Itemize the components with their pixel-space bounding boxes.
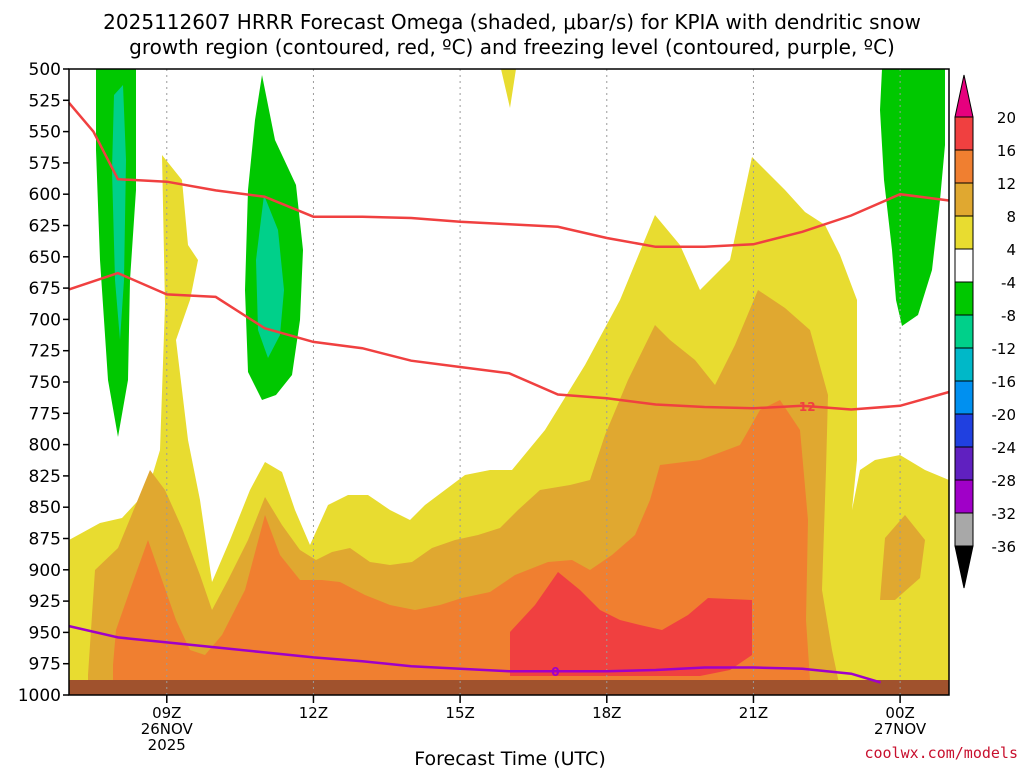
- colorbar-swatch: [954, 479, 974, 514]
- contour-label-dgz: 12: [799, 400, 816, 414]
- colorbar-swatch: [954, 215, 974, 250]
- y-tick-label: 800: [29, 436, 61, 456]
- x-tick-label: 18Z: [592, 704, 621, 722]
- colorbar-swatch: [954, 512, 974, 547]
- colorbar: 20 16 12 8 4 -4 -8 -12 -16 -20 -24 -28 -32 -36: [954, 74, 1017, 589]
- y-tick-label: 775: [29, 404, 61, 424]
- colorbar-swatch: [954, 446, 974, 481]
- omega-fill-teal-mid: [256, 195, 284, 358]
- y-tick-label: 975: [29, 655, 61, 675]
- contour-label-freezing: 0: [551, 665, 559, 679]
- colorbar-label: -24: [992, 439, 1017, 457]
- colorbar-swatch: [954, 116, 974, 151]
- colorbar-swatch: [954, 182, 974, 217]
- colorbar-top-arrow: [954, 74, 974, 118]
- y-tick-label: 550: [29, 123, 61, 143]
- x-axis-label: Forecast Time (UTC): [414, 748, 605, 768]
- x-tick-label: 27NOV: [874, 720, 927, 738]
- x-tick-label: 12Z: [299, 704, 328, 722]
- colorbar-bottom-arrow: [954, 545, 974, 589]
- y-tick-label: 1000: [18, 686, 61, 706]
- colorbar-label: -28: [992, 472, 1017, 490]
- chart-title-line2: growth region (contoured, red, ºC) and f…: [129, 35, 895, 59]
- y-tick-label: 825: [29, 467, 61, 487]
- y-tick-label: 525: [29, 91, 61, 111]
- vertical-grid: [166, 69, 901, 695]
- colorbar-swatch: [954, 314, 974, 349]
- colorbar-label: -16: [992, 373, 1017, 391]
- colorbar-label: -12: [992, 340, 1017, 358]
- colorbar-label: 12: [997, 175, 1016, 193]
- y-tick-label: 875: [29, 530, 61, 550]
- colorbar-label: -36: [992, 538, 1017, 556]
- colorbar-label: 8: [1006, 208, 1016, 226]
- omega-fill-orange: [113, 400, 810, 680]
- dgz-contour-upper: [68, 101, 950, 249]
- colorbar-label: 16: [997, 142, 1016, 160]
- colorbar-label: 4: [1006, 241, 1016, 259]
- colorbar-swatch: [954, 347, 974, 382]
- y-tick-label: 625: [29, 217, 61, 237]
- y-tick-label: 725: [29, 342, 61, 362]
- y-tick-label: 675: [29, 279, 61, 299]
- colorbar-label: -8: [1001, 307, 1016, 325]
- y-axis: 500 525 550 575 600 625 650 675 700 725 750 775 800 8…: [18, 60, 69, 706]
- y-tick-label: 950: [29, 623, 61, 643]
- chart-title-line1: 2025112607 HRRR Forecast Omega (shaded, …: [103, 10, 921, 34]
- dgz-contour-lower: [68, 271, 950, 411]
- y-tick-label: 500: [29, 60, 61, 80]
- credit-text: coolwx.com/models: [864, 744, 1018, 762]
- freezing-level-contour: [68, 624, 881, 684]
- omega-fill-yellow-top: [501, 69, 516, 108]
- colorbar-swatch: [954, 149, 974, 184]
- omega-shading: [69, 69, 949, 688]
- x-tick-label: 21Z: [739, 704, 768, 722]
- omega-fill-red: [510, 572, 752, 676]
- colorbar-label: -32: [992, 505, 1017, 523]
- plot-area: 12 0: [68, 68, 950, 696]
- y-tick-label: 650: [29, 248, 61, 268]
- y-tick-label: 575: [29, 154, 61, 174]
- x-tick-label: 09Z: [152, 704, 181, 722]
- x-tick-label: 00Z: [885, 704, 914, 722]
- colorbar-label: 20: [997, 109, 1016, 127]
- ground-surface: [69, 680, 949, 695]
- y-tick-label: 700: [29, 310, 61, 330]
- y-tick-label: 900: [29, 561, 61, 581]
- x-tick-label: 15Z: [445, 704, 474, 722]
- colorbar-swatch: [954, 281, 974, 316]
- colorbar-swatch: [954, 380, 974, 415]
- y-tick-label: 850: [29, 498, 61, 518]
- y-tick-label: 750: [29, 373, 61, 393]
- colorbar-swatch: [954, 248, 974, 283]
- omega-fill-green-right: [880, 69, 945, 326]
- x-tick-label: 26NOV: [141, 720, 194, 738]
- colorbar-label: -4: [1001, 274, 1016, 292]
- colorbar-label: -20: [992, 406, 1017, 424]
- y-tick-label: 925: [29, 592, 61, 612]
- x-tick-label: 2025: [148, 736, 186, 754]
- y-tick-label: 600: [29, 185, 61, 205]
- colorbar-swatch: [954, 413, 974, 448]
